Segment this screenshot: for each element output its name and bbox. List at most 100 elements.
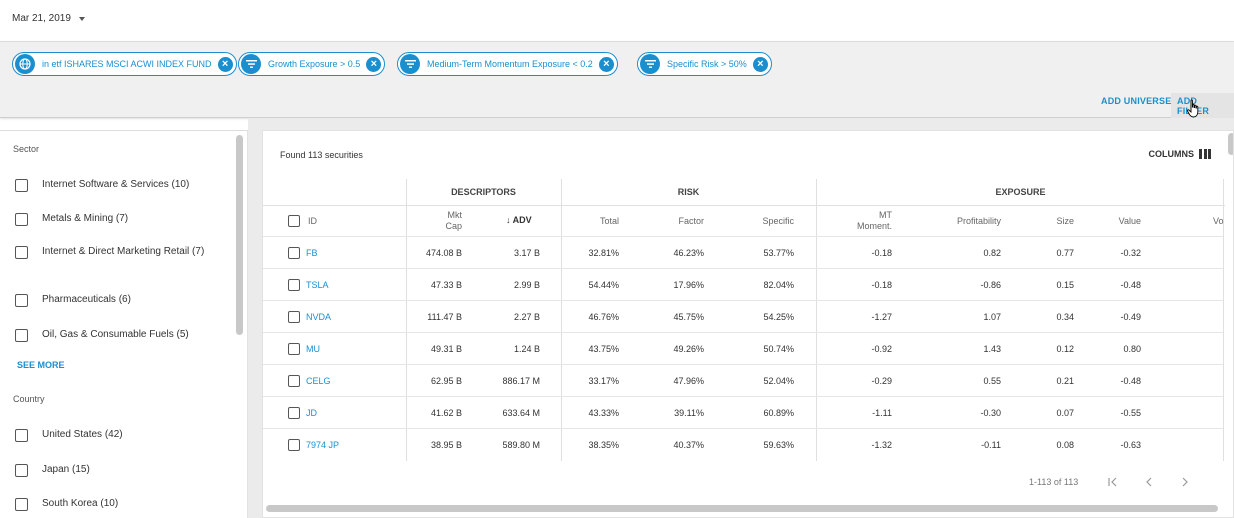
remove-filter-icon[interactable]: ×: [217, 56, 233, 72]
add-filter-button[interactable]: ADD FILTER: [1171, 93, 1234, 119]
facet-item-label: Internet Software & Services (10): [42, 179, 190, 190]
table-vertical-scrollbar[interactable]: [1228, 133, 1233, 155]
ticker-link[interactable]: NVDA: [306, 312, 332, 322]
cell-mt-moment: -0.18: [871, 248, 892, 258]
cell-total: 46.76%: [588, 312, 619, 322]
country-facet-title: Country: [13, 394, 45, 404]
column-header-factor[interactable]: Factor: [678, 216, 704, 226]
ticker-link[interactable]: JD: [306, 408, 317, 418]
facet-item-sector[interactable]: Internet Software & Services (10): [15, 178, 215, 192]
cell-mkt-cap: 38.95 B: [430, 440, 462, 450]
table-horizontal-scrollbar[interactable]: [266, 505, 1218, 512]
cell-mt-moment: -1.32: [871, 440, 892, 450]
ticker-link[interactable]: MU: [306, 344, 320, 354]
row-checkbox[interactable]: [288, 375, 300, 387]
ticker-link[interactable]: 7974 JP: [306, 440, 340, 450]
column-header-mkt-cap[interactable]: Mkt Cap: [428, 210, 462, 232]
cell-mt-moment: -1.27: [871, 312, 892, 322]
remove-filter-icon[interactable]: ×: [366, 56, 382, 72]
next-page-icon[interactable]: [1178, 475, 1192, 489]
cell-mkt-cap: 49.31 B: [430, 344, 462, 354]
row-divider: [263, 332, 1223, 333]
facet-item-sector[interactable]: Metals & Mining (7): [15, 212, 215, 226]
header-line: Moment.: [856, 221, 892, 231]
checkbox[interactable]: [15, 429, 28, 442]
first-page-icon[interactable]: [1106, 475, 1120, 489]
checkbox[interactable]: [15, 498, 28, 511]
row-divider: [263, 428, 1223, 429]
previous-page-icon[interactable]: [1142, 475, 1156, 489]
facet-item-label: Metals & Mining (7): [42, 213, 129, 224]
column-divider: [816, 179, 817, 461]
cell-profitability: -0.11: [981, 440, 1001, 450]
row-checkbox[interactable]: [288, 343, 300, 355]
facet-item-sector[interactable]: Oil, Gas & Consumable Fuels (5): [15, 328, 215, 342]
facet-item-country[interactable]: United States (42): [15, 428, 215, 442]
facet-item-country[interactable]: South Korea (10): [15, 497, 215, 511]
checkbox[interactable]: [15, 329, 28, 342]
cell-value: -0.48: [1120, 280, 1141, 290]
row-divider: [263, 268, 1223, 269]
column-divider: [561, 179, 562, 461]
row-checkbox[interactable]: [288, 247, 300, 259]
row-checkbox[interactable]: [288, 439, 300, 451]
date-dropdown[interactable]: Mar 21, 2019: [12, 13, 85, 24]
cell-specific: 50.74%: [763, 344, 794, 354]
cell-size: 0.34: [1056, 312, 1074, 322]
column-header-partial[interactable]: Vo: [1213, 216, 1224, 226]
cell-adv: 3.17 B: [513, 248, 540, 258]
filter-chip-universe[interactable]: in etf ISHARES MSCI ACWI INDEX FUND ×: [12, 52, 237, 76]
column-header-size[interactable]: Size: [1056, 216, 1074, 226]
cell-mt-moment: -0.29: [871, 376, 892, 386]
column-header-id[interactable]: ID: [308, 216, 317, 226]
filter-chip-specific-risk[interactable]: Specific Risk > 50% ×: [637, 52, 772, 76]
filter-chip-label: in etf ISHARES MSCI ACWI INDEX FUND: [42, 59, 212, 69]
remove-filter-icon[interactable]: ×: [598, 56, 614, 72]
group-header-empty: [263, 179, 406, 206]
add-universe-button[interactable]: ADD UNIVERSE: [1101, 96, 1172, 106]
cell-total: 43.75%: [588, 344, 619, 354]
checkbox[interactable]: [15, 464, 28, 477]
filter-icon: [640, 54, 660, 74]
column-header-specific[interactable]: Specific: [762, 216, 794, 226]
cell-profitability: -0.30: [980, 408, 1001, 418]
row-checkbox[interactable]: [288, 311, 300, 323]
see-more-link[interactable]: SEE MORE: [17, 360, 65, 370]
column-header-adv[interactable]: ↓ ADV: [506, 215, 532, 225]
checkbox[interactable]: [15, 294, 28, 307]
facet-item-label: Internet & Direct Marketing Retail (7): [42, 246, 205, 257]
cell-mkt-cap: 474.08 B: [425, 248, 462, 258]
cell-total: 43.33%: [588, 408, 619, 418]
filter-chip-momentum[interactable]: Medium-Term Momentum Exposure < 0.2 ×: [397, 52, 618, 76]
column-header-value[interactable]: Value: [1118, 216, 1141, 226]
cell-specific: 59.63%: [763, 440, 794, 450]
column-header-profitability[interactable]: Profitability: [956, 216, 1001, 226]
row-checkbox[interactable]: [288, 407, 300, 419]
filter-chip-growth[interactable]: Growth Exposure > 0.5 ×: [238, 52, 386, 76]
ticker-link[interactable]: FB: [306, 248, 318, 258]
facet-scrollbar[interactable]: [236, 135, 243, 335]
date-value: Mar 21, 2019: [12, 13, 71, 24]
column-header-mt-moment[interactable]: MT Moment.: [848, 210, 892, 232]
select-all-checkbox[interactable]: [288, 215, 300, 227]
cell-value: -0.55: [1120, 408, 1141, 418]
row-checkbox[interactable]: [288, 279, 300, 291]
cell-adv: 633.64 M: [502, 408, 540, 418]
globe-icon: [15, 54, 35, 74]
checkbox[interactable]: [15, 179, 28, 192]
checkbox[interactable]: [15, 246, 28, 259]
facet-item-country[interactable]: Japan (15): [15, 463, 215, 477]
cell-factor: 45.75%: [673, 312, 704, 322]
cell-mkt-cap: 41.62 B: [430, 408, 462, 418]
remove-filter-icon[interactable]: ×: [752, 56, 768, 72]
filter-bar: in etf ISHARES MSCI ACWI INDEX FUND × Gr…: [0, 41, 1234, 119]
column-header-total[interactable]: Total: [599, 216, 619, 226]
facet-item-sector[interactable]: Internet & Direct Marketing Retail (7): [15, 245, 220, 259]
ticker-link[interactable]: CELG: [306, 376, 331, 386]
ticker-link[interactable]: TSLA: [306, 280, 329, 290]
columns-button[interactable]: COLUMNS: [1149, 149, 1211, 159]
facet-item-sector[interactable]: Pharmaceuticals (6): [15, 293, 215, 307]
cell-factor: 49.26%: [673, 344, 704, 354]
cell-adv: 2.27 B: [513, 312, 540, 322]
checkbox[interactable]: [15, 213, 28, 226]
